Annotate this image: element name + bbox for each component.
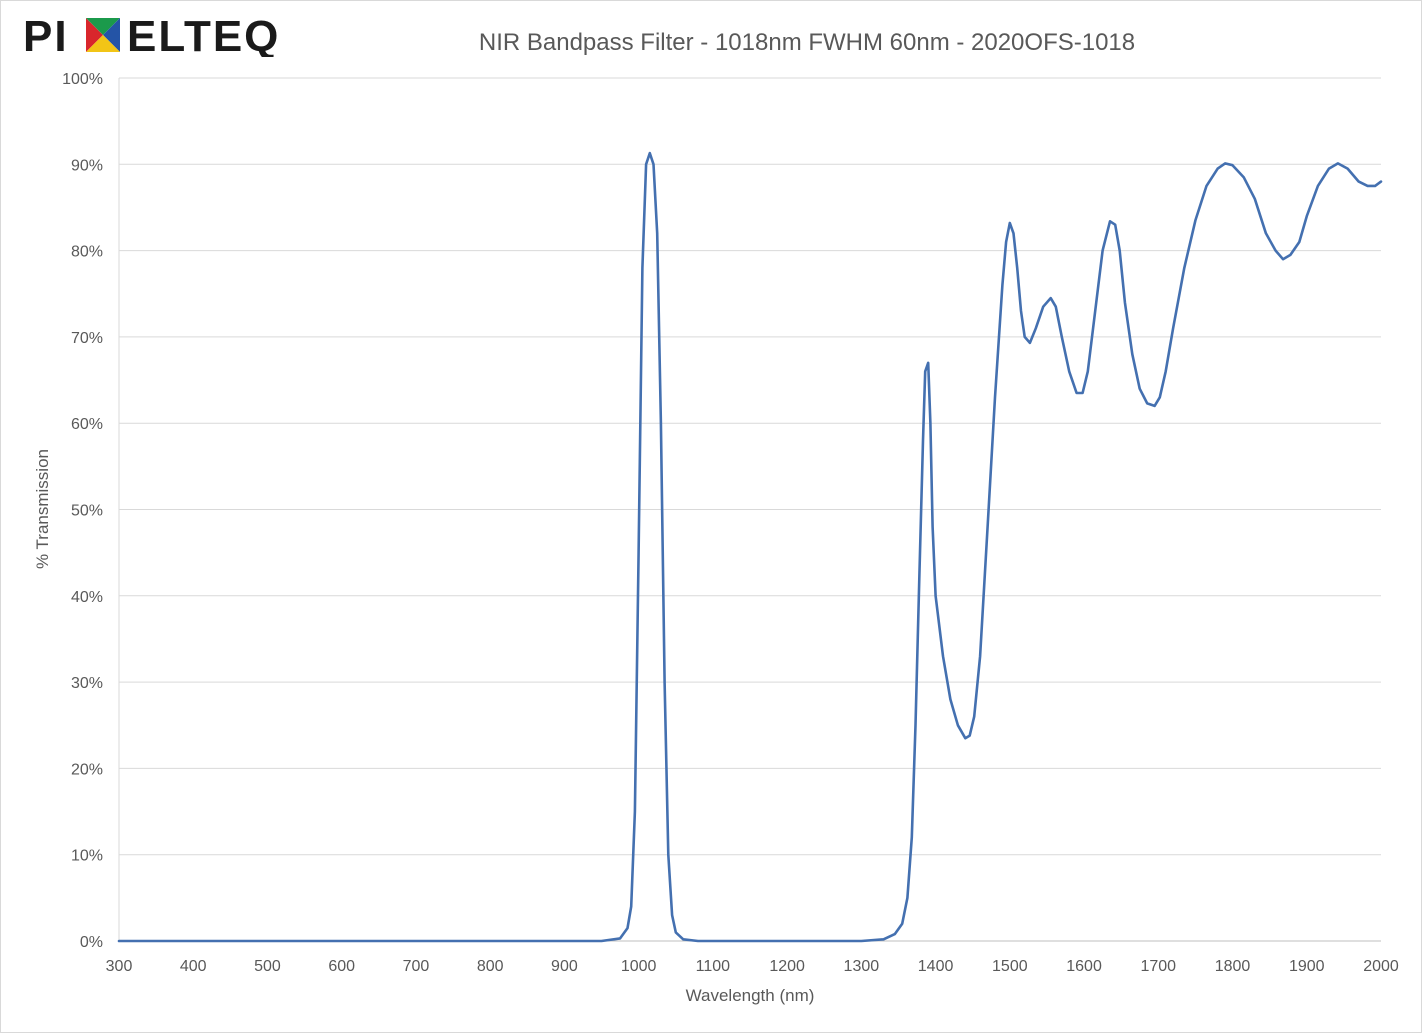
x-tick-label: 1200 (769, 958, 805, 975)
x-tick-label: 1300 (844, 958, 880, 975)
y-tick-label: 30% (71, 675, 103, 692)
y-tick-label: 0% (80, 934, 103, 951)
y-tick-label: 60% (71, 416, 103, 433)
x-tick-label: 900 (551, 958, 578, 975)
x-tick-label: 1800 (1215, 958, 1251, 975)
y-tick-label: 20% (71, 761, 103, 778)
logo-text-right: ELTEQ (127, 13, 280, 57)
logo-text-left: PI (23, 13, 69, 57)
x-tick-label: 300 (106, 958, 133, 975)
x-tick-label: 700 (403, 958, 430, 975)
x-tick-label: 1700 (1140, 958, 1176, 975)
y-tick-label: 40% (71, 589, 103, 606)
x-tick-label: 1500 (992, 958, 1028, 975)
y-tick-label: 80% (71, 244, 103, 261)
series-line-transmission (117, 151, 1383, 943)
logo-x-segment (86, 18, 103, 52)
x-tick-label: 500 (254, 958, 281, 975)
logo-x-mark (86, 18, 120, 52)
x-tick-label: 400 (180, 958, 207, 975)
y-tick-label: 100% (62, 71, 103, 88)
pixelteq-logo: PI ELTEQ (23, 13, 280, 57)
x-axis-label: Wavelength (nm) (686, 986, 815, 1005)
x-tick-label: 1600 (1066, 958, 1102, 975)
x-tick-labels: 300 400 500 600 700 800 900 1000 1100 1200 1300 140… (106, 958, 1399, 975)
chart-title: NIR Bandpass Filter - 1018nm FWHM 60nm -… (479, 29, 1135, 56)
x-tick-label: 600 (328, 958, 355, 975)
logo-x-segment (86, 18, 120, 35)
y-tick-label: 90% (71, 157, 103, 174)
y-tick-label: 10% (71, 848, 103, 865)
x-tick-label: 2000 (1363, 958, 1399, 975)
y-tick-label: 70% (71, 330, 103, 347)
x-tick-label: 1100 (696, 958, 731, 975)
y-tick-labels: 0% 10% 20% 30% 40% 50% 60% 70% 80% 90% 100% (62, 71, 103, 951)
x-tick-label: 1900 (1289, 958, 1325, 975)
y-gridlines (119, 77, 1381, 942)
x-tick-label: 1000 (621, 958, 657, 975)
x-tick-label: 1400 (918, 958, 954, 975)
y-tick-label: 50% (71, 503, 103, 520)
y-axis-label: % Transmission (33, 449, 52, 569)
x-tick-label: 800 (477, 958, 504, 975)
logo-x-segment (103, 18, 120, 52)
logo-x-segment (86, 35, 120, 52)
